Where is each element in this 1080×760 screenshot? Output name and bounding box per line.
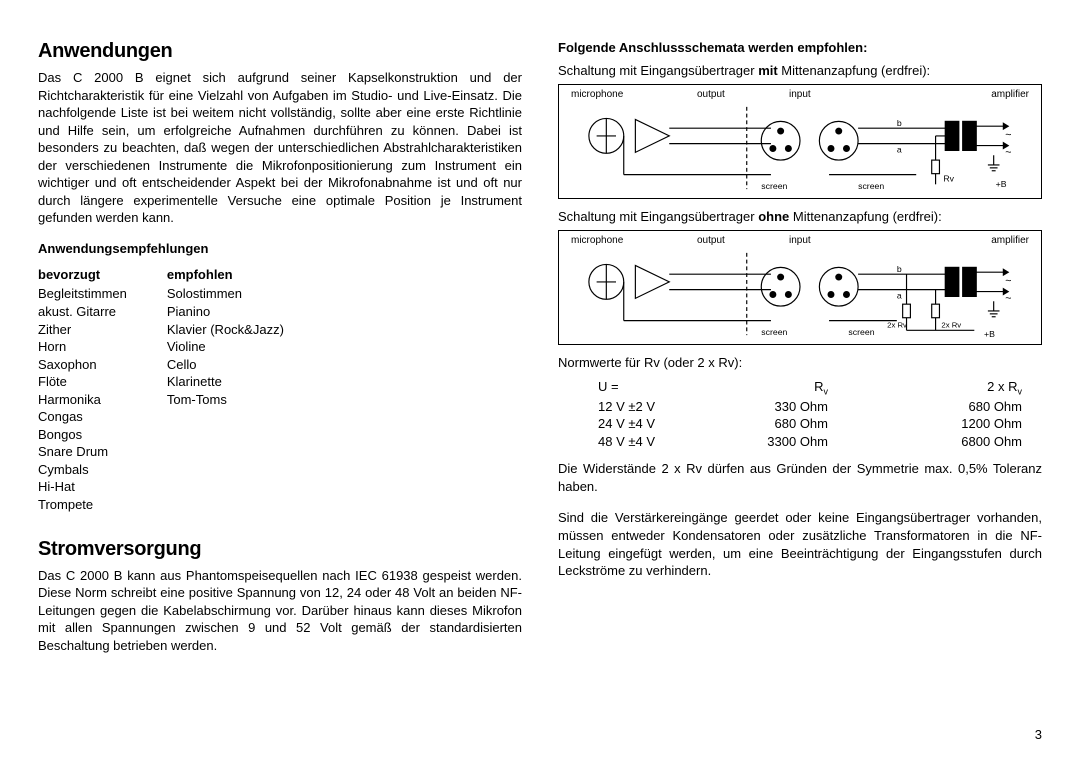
list-item: Klarinette <box>167 373 284 391</box>
page-number: 3 <box>1035 727 1042 742</box>
col-head-bevorzugt: bevorzugt <box>38 266 127 284</box>
heading-anwendungen: Anwendungen <box>38 40 522 63</box>
svg-text:~: ~ <box>1005 275 1011 287</box>
schematic-1-svg: screen screen Rv +B b a ~ ~ <box>567 102 1033 194</box>
schematic-1-labels-top: microphone output input amplifier <box>567 89 1033 100</box>
para-leckstroeme: Sind die Verstärkereingänge geerdet oder… <box>558 509 1042 579</box>
cap-ohne: Schaltung mit Eingangsübertrager ohne Mi… <box>558 209 1042 224</box>
svg-text:~: ~ <box>1005 129 1011 141</box>
list-item: Begleitstimmen <box>38 285 127 303</box>
heading-stromversorgung: Stromversorgung <box>38 538 522 561</box>
svg-text:2x Rv: 2x Rv <box>887 320 907 329</box>
table-row: 48 V ±4 V 3300 Ohm 6800 Ohm <box>558 433 1042 451</box>
svg-text:b: b <box>897 264 902 274</box>
norm-table: U = Rv 2 x Rv 12 V ±2 V 330 Ohm 680 Ohm … <box>558 378 1042 450</box>
col-bevorzugt: bevorzugt Begleitstimmen akust. Gitarre … <box>38 266 127 514</box>
table-row: 12 V ±2 V 330 Ohm 680 Ohm <box>558 398 1042 416</box>
list-item: Snare Drum <box>38 443 127 461</box>
list-item: Flöte <box>38 373 127 391</box>
svg-text:a: a <box>897 144 902 154</box>
list-item: Saxophon <box>38 356 127 374</box>
cap-mit: Schaltung mit Eingangsübertrager mit Mit… <box>558 63 1042 78</box>
svg-text:Rv: Rv <box>943 173 954 183</box>
para-toleranz: Die Widerstände 2 x Rv dürfen aus Gründe… <box>558 460 1042 495</box>
schematic-2-labels-top: microphone output input amplifier <box>567 235 1033 246</box>
list-item: Zither <box>38 321 127 339</box>
table-row: 24 V ±4 V 680 Ohm 1200 Ohm <box>558 415 1042 433</box>
svg-text:screen: screen <box>848 327 874 337</box>
list-item: Horn <box>38 338 127 356</box>
schematic-1: microphone output input amplifier <box>558 84 1042 199</box>
norm-head-row: U = Rv 2 x Rv <box>558 378 1042 398</box>
svg-text:a: a <box>897 290 902 300</box>
para-stromversorgung: Das C 2000 B kann aus Phantomspeisequell… <box>38 567 522 655</box>
svg-text:~: ~ <box>1005 146 1011 158</box>
svg-text:screen: screen <box>858 181 884 191</box>
norm-caption: Normwerte für Rv (oder 2 x Rv): <box>558 355 1042 370</box>
recommendation-table: bevorzugt Begleitstimmen akust. Gitarre … <box>38 266 522 514</box>
list-item: Cymbals <box>38 461 127 479</box>
right-column: Folgende Anschlussschemata werden empfoh… <box>558 40 1042 740</box>
subhead-empfehlungen: Anwendungsempfehlungen <box>38 241 522 256</box>
svg-text:screen: screen <box>761 181 787 191</box>
list-item: Congas <box>38 408 127 426</box>
para-anwendungen: Das C 2000 B eignet sich aufgrund seiner… <box>38 69 522 227</box>
schematic-2: microphone output input amplifier <box>558 230 1042 345</box>
svg-text:+B: +B <box>984 329 995 339</box>
list-item: Bongos <box>38 426 127 444</box>
svg-text:~: ~ <box>1005 292 1011 304</box>
schemata-title: Folgende Anschlussschemata werden empfoh… <box>558 40 1042 55</box>
col-head-empfohlen: empfohlen <box>167 266 284 284</box>
svg-text:2x Rv: 2x Rv <box>941 320 961 329</box>
left-column: Anwendungen Das C 2000 B eignet sich auf… <box>38 40 522 740</box>
list-item: Cello <box>167 356 284 374</box>
svg-text:+B: +B <box>996 179 1007 189</box>
list-item: Pianino <box>167 303 284 321</box>
list-item: Solostimmen <box>167 285 284 303</box>
svg-text:screen: screen <box>761 327 787 337</box>
list-item: Klavier (Rock&Jazz) <box>167 321 284 339</box>
schematic-2-svg: screen screen 2x Rv 2x Rv +B b a ~ ~ <box>567 248 1033 340</box>
list-item: Trompete <box>38 496 127 514</box>
svg-text:b: b <box>897 118 902 128</box>
list-item: akust. Gitarre <box>38 303 127 321</box>
list-item: Hi-Hat <box>38 478 127 496</box>
list-item: Harmonika <box>38 391 127 409</box>
list-item: Tom-Toms <box>167 391 284 409</box>
list-item: Violine <box>167 338 284 356</box>
col-empfohlen: empfohlen Solostimmen Pianino Klavier (R… <box>167 266 284 514</box>
